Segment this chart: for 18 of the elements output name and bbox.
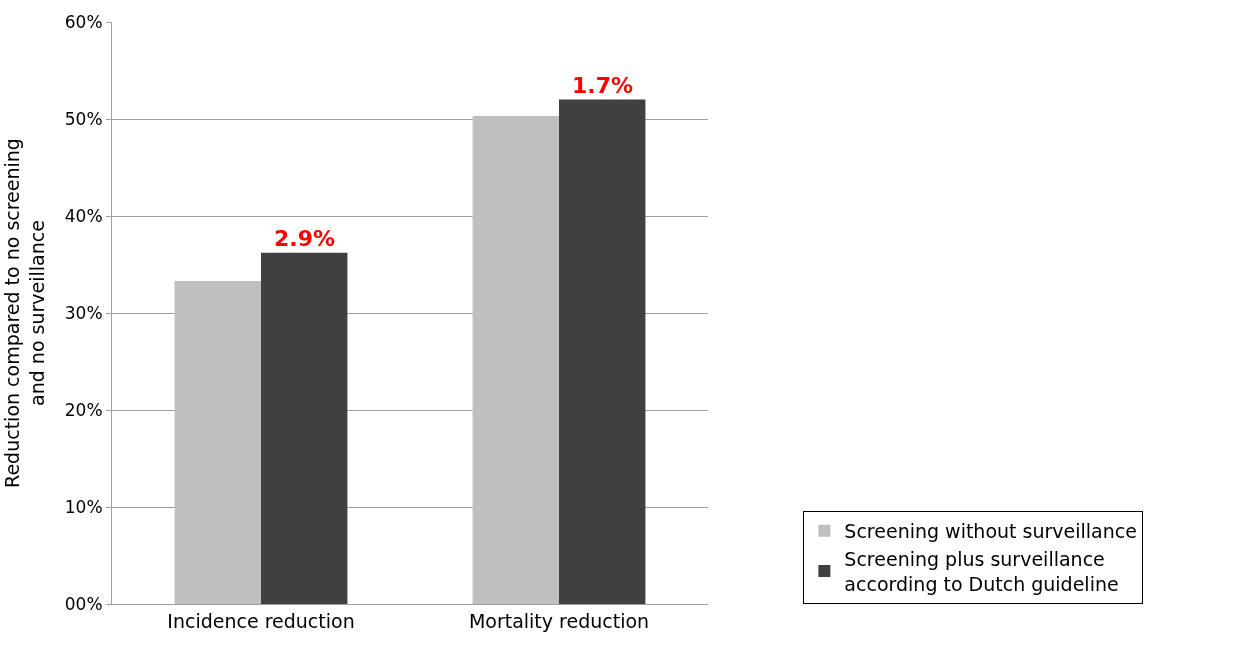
y-tick-label: 40% bbox=[64, 205, 103, 226]
bar bbox=[174, 280, 261, 604]
annotation: 1.7% bbox=[572, 73, 634, 98]
bar bbox=[559, 99, 646, 604]
annotation: 2.9% bbox=[274, 226, 336, 251]
x-tick-label: Incidence reduction bbox=[167, 609, 355, 632]
y-tick-label: 60% bbox=[64, 11, 103, 32]
y-tick-label: 30% bbox=[64, 302, 103, 323]
legend-label: Screening without surveillance bbox=[844, 520, 1137, 543]
y-tick-label: 10% bbox=[64, 496, 103, 517]
x-tick-label: Mortality reduction bbox=[468, 609, 650, 632]
y-tick-label: 50% bbox=[64, 108, 103, 129]
y-tick-label: 00% bbox=[64, 593, 103, 614]
bar bbox=[261, 252, 348, 604]
legend-label: Screening plus surveillance according to Dutch guideline bbox=[844, 547, 1119, 595]
y-axis-title: Reduction compared to no screening and no surveillance bbox=[0, 138, 48, 488]
y-tick-label: 20% bbox=[64, 399, 103, 420]
bar bbox=[472, 116, 559, 604]
